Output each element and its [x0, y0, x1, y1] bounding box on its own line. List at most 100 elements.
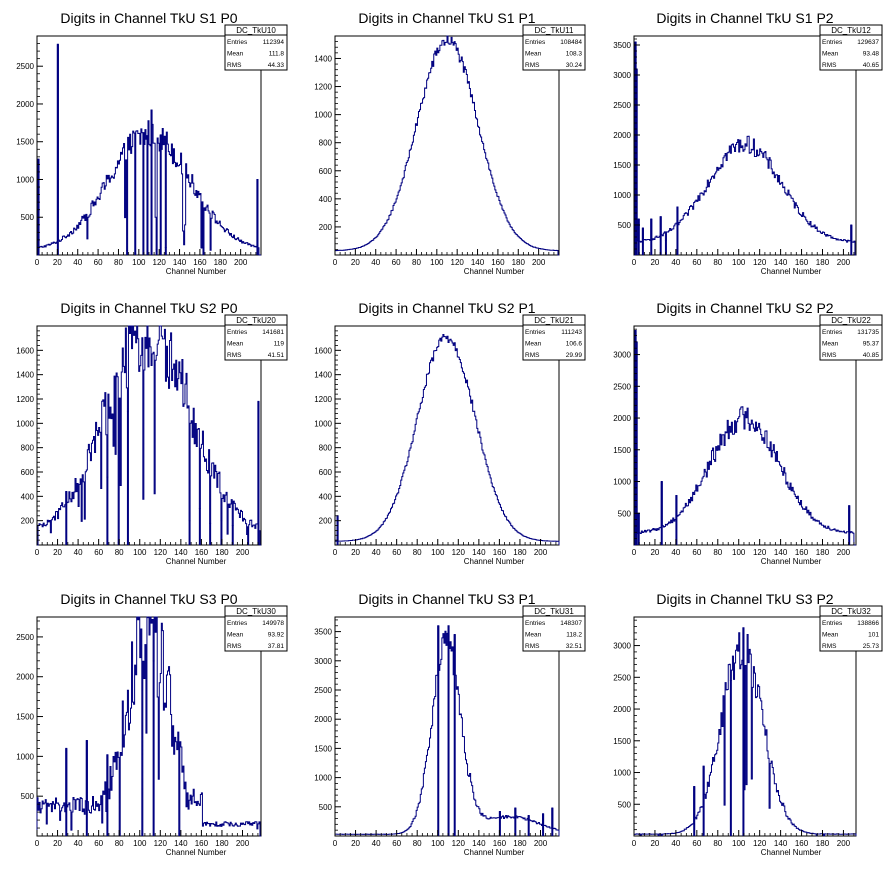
x-tick-label: 60: [94, 548, 103, 557]
y-tick-label: 400: [319, 492, 333, 501]
y-tick-label: 3000: [314, 657, 332, 666]
x-tick-label: 0: [333, 548, 338, 557]
chart-title: Digits in Channel TkU S3 P1: [358, 591, 535, 607]
y-tick-label: 1500: [613, 161, 631, 170]
stats-value: 41.51: [268, 352, 285, 359]
chart-title: Digits in Channel TkU S2 P0: [60, 300, 237, 316]
y-tick-label: 1000: [16, 419, 34, 428]
stats-value: 108.3: [566, 51, 583, 58]
x-tick-label: 120: [452, 839, 466, 848]
y-tick-label: 1000: [314, 419, 332, 428]
x-axis-label: Channel Number: [464, 557, 525, 566]
y-tick-label: 1000: [314, 774, 332, 783]
chart-title: Digits in Channel TkU S1 P0: [60, 10, 237, 26]
x-tick-label: 120: [753, 258, 767, 267]
stats-name: DC_TkU10: [236, 26, 276, 35]
y-tick-label: 500: [618, 509, 632, 518]
y-tick-label: 2500: [613, 101, 631, 110]
x-tick-label: 60: [392, 839, 401, 848]
y-tick-label: 1400: [314, 371, 332, 380]
histogram-series: [36, 616, 261, 837]
histogram-series: [633, 627, 857, 837]
stats-label: Entries: [822, 329, 843, 336]
x-tick-label: 120: [154, 548, 168, 557]
stats-box-frame: [819, 24, 883, 71]
stats-label: Entries: [227, 329, 248, 336]
y-tick-label: 2000: [16, 100, 34, 109]
stats-label: Mean: [822, 51, 839, 58]
x-tick-label: 140: [472, 548, 486, 557]
x-axis-label: Channel Number: [166, 267, 227, 276]
y-tick-label: 200: [319, 223, 333, 232]
y-tick-label: 1500: [314, 744, 332, 753]
x-axis-label: Channel Number: [166, 557, 227, 566]
x-tick-label: 100: [431, 548, 445, 557]
x-tick-label: 180: [513, 548, 527, 557]
stats-label: Entries: [227, 620, 248, 627]
stats-label: Mean: [227, 51, 244, 58]
y-tick-label: 600: [319, 468, 333, 477]
x-tick-label: 180: [816, 839, 830, 848]
histogram-panel: Digits in Channel TkU S2 P0 0 20 40 60 80 100 1…: [16, 300, 288, 566]
stats-label: Entries: [525, 329, 546, 336]
x-tick-label: 0: [632, 258, 637, 267]
x-tick-label: 180: [214, 258, 228, 267]
stats-value: 29.99: [566, 352, 583, 359]
x-tick-label: 200: [532, 258, 546, 267]
plot-frame: [633, 616, 857, 837]
x-tick-label: 180: [816, 548, 830, 557]
x-tick-label: 0: [35, 548, 40, 557]
stats-box-frame: [224, 605, 288, 652]
histogram-panel: Digits in Channel TkU S3 P0 0 20 40 60 80 100 1…: [16, 591, 288, 857]
stats-box-frame: [522, 314, 586, 361]
x-tick-label: 20: [351, 548, 360, 557]
x-tick-label: 120: [753, 548, 767, 557]
stats-label: RMS: [525, 643, 540, 650]
x-tick-label: 80: [713, 548, 722, 557]
y-tick-label: 600: [21, 468, 35, 477]
y-tick-label: 2500: [613, 382, 631, 391]
stats-value: 106.6: [566, 341, 583, 348]
x-tick-label: 80: [413, 548, 422, 557]
x-tick-label: 0: [632, 548, 637, 557]
histogram-panel: Digits in Channel TkU S2 P1 0 20 40 60 80 100 1…: [314, 300, 586, 566]
stats-label: RMS: [822, 643, 837, 650]
x-tick-label: 100: [431, 839, 445, 848]
x-tick-label: 180: [215, 548, 229, 557]
y-tick-label: 1000: [613, 478, 631, 487]
x-tick-label: 100: [132, 258, 146, 267]
x-axis-label: Channel Number: [761, 557, 822, 566]
stats-value: 95.37: [863, 341, 880, 348]
stats-value: 149978: [262, 620, 284, 627]
x-tick-label: 60: [692, 258, 701, 267]
stats-box-frame: [819, 605, 883, 652]
x-axis-label: Channel Number: [464, 848, 525, 857]
x-tick-label: 0: [333, 258, 338, 267]
histogram-series: [634, 329, 856, 546]
y-tick-label: 3500: [613, 41, 631, 50]
stats-box: DC_TkU11 Entries 108484 Mean 108.3 RMS 30.24: [522, 24, 586, 71]
stats-value: 141681: [262, 329, 284, 336]
x-tick-label: 200: [837, 548, 851, 557]
chart-title: Digits in Channel TkU S2 P1: [358, 300, 535, 316]
x-tick-label: 180: [215, 839, 229, 848]
stats-name: DC_TkU12: [831, 26, 871, 35]
plot-frame: [633, 325, 857, 546]
y-tick-label: 500: [618, 800, 632, 809]
y-tick-label: 600: [319, 167, 333, 176]
stats-value: 37.81: [268, 643, 285, 650]
stats-box: DC_TkU30 Entries 149978 Mean 93.92 RMS 37.81: [224, 605, 288, 652]
x-tick-label: 40: [371, 258, 380, 267]
stats-value: 44.33: [268, 62, 285, 69]
x-tick-label: 0: [35, 839, 40, 848]
stats-label: Mean: [822, 341, 839, 348]
y-tick-label: 2500: [16, 62, 34, 71]
x-tick-label: 0: [35, 258, 40, 267]
x-tick-label: 160: [795, 258, 809, 267]
chart-title: Digits in Channel TkU S1 P2: [656, 10, 833, 26]
stats-value: 119: [274, 341, 285, 348]
x-tick-label: 160: [795, 548, 809, 557]
stats-value: 118.2: [566, 632, 582, 639]
stats-value: 40.65: [863, 62, 880, 69]
chart-title: Digits in Channel TkU S2 P2: [656, 300, 833, 316]
